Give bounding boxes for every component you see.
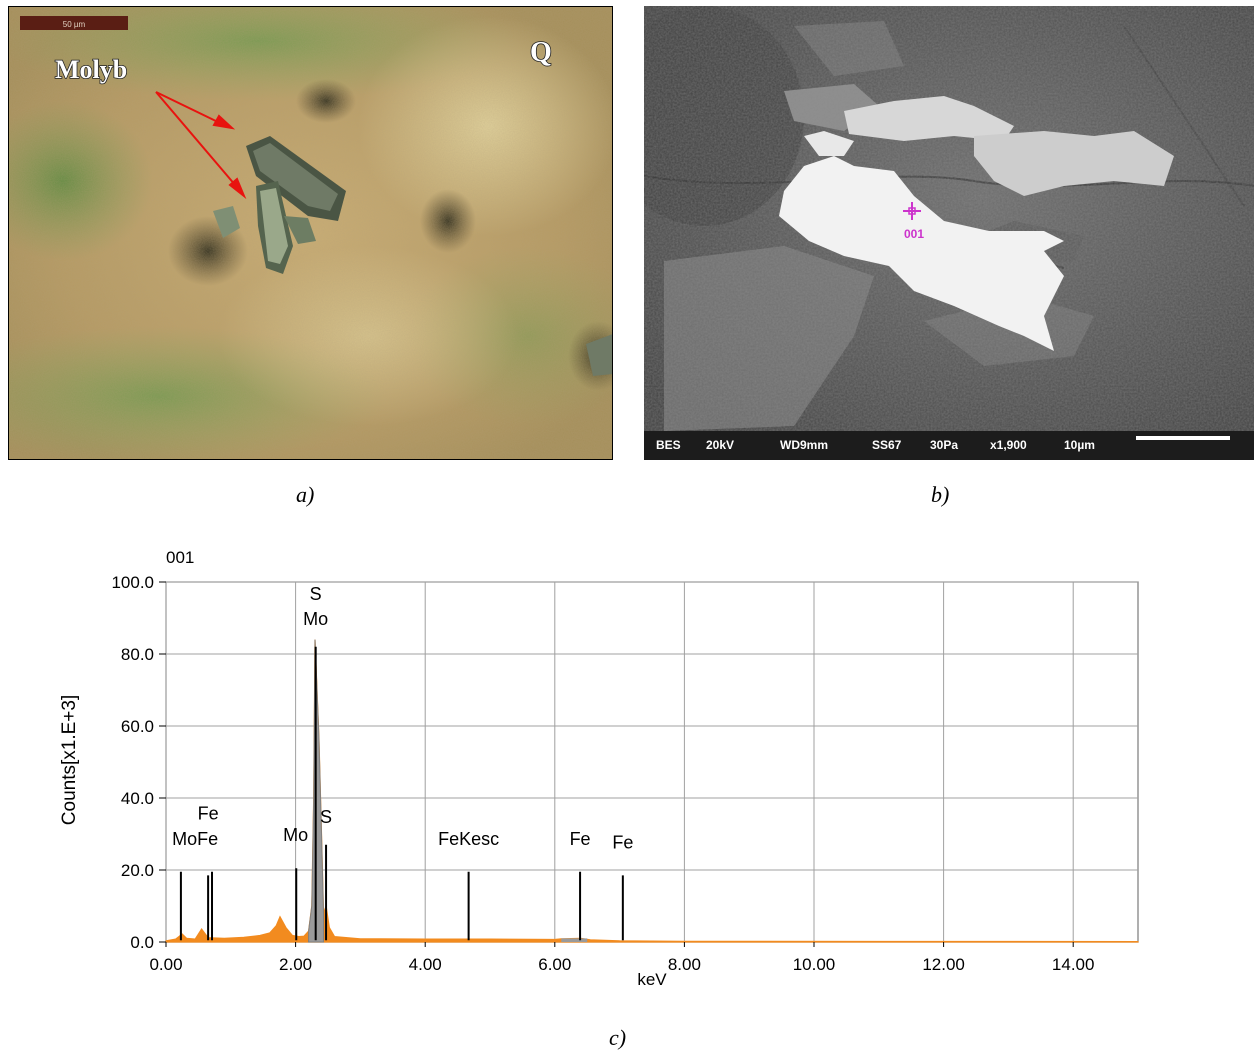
info-scale: 10µm — [1064, 438, 1095, 452]
sem-image: 001 BES 20kV WD9mm SS67 30Pa x1,900 10µm — [604, 6, 1254, 460]
scale-bar-label: 50 µm — [63, 20, 86, 29]
info-working-distance: WD9mm — [780, 438, 828, 452]
y-tick-label: 0.0 — [130, 933, 154, 952]
x-tick-label: 10.00 — [793, 955, 836, 974]
analysis-point-label: 001 — [904, 227, 924, 241]
y-tick-label: 20.0 — [121, 861, 154, 880]
molybdenite-phase — [779, 96, 1174, 351]
x-tick-label: 4.00 — [409, 955, 442, 974]
x-tick-label: 12.00 — [922, 955, 965, 974]
molybdenite-grains — [213, 136, 613, 376]
y-tick-label: 60.0 — [121, 717, 154, 736]
info-magnification: x1,900 — [990, 438, 1027, 452]
optical-micrograph: 50 µm Molyb Q — [0, 0, 648, 466]
peak-annotation: MoFe — [172, 829, 218, 849]
chart-title: 001 — [166, 548, 194, 567]
y-tick-label: 40.0 — [121, 789, 154, 808]
peak-annotation: Fe — [570, 829, 591, 849]
caption-a: a) — [296, 482, 315, 507]
analysis-point-marker — [903, 202, 921, 220]
x-tick-label: 8.00 — [668, 955, 701, 974]
sem-info-bar — [644, 431, 1254, 460]
fe-peak-region — [561, 938, 588, 942]
x-tick-label: 0.00 — [149, 955, 182, 974]
x-tick-label: 6.00 — [538, 955, 571, 974]
info-voltage: 20kV — [706, 438, 734, 452]
quartz-label: Q — [530, 37, 552, 68]
eds-spectrum-svg: 001 0.00 2.00 4.00 6.00 8.00 10.00 12.00 14.00 0… — [59, 548, 1139, 989]
peak-annotation: Mo — [303, 609, 328, 629]
y-tick-label: 80.0 — [121, 645, 154, 664]
info-pressure: 30Pa — [930, 438, 958, 452]
x-axis-label: keV — [637, 970, 667, 989]
mineral-label: Molyb — [55, 55, 127, 84]
x-tick-label: 2.00 — [279, 955, 312, 974]
arrows — [155, 91, 247, 200]
peak-annotation: S — [310, 584, 322, 604]
info-detector: BES — [656, 438, 681, 452]
info-spot-size: SS67 — [872, 438, 902, 452]
caption-b: b) — [931, 482, 950, 507]
caption-c: c) — [609, 1025, 627, 1050]
y-tick-label: 100.0 — [111, 573, 154, 592]
peak-annotation: S — [320, 807, 332, 827]
peak-annotation: Fe — [198, 804, 219, 824]
peak-annotation: FeKesc — [438, 829, 499, 849]
y-axis-label: Counts[x1.E+3] — [59, 695, 80, 825]
x-tick-label: 14.00 — [1052, 955, 1095, 974]
optical-micrograph-image: 50 µm Molyb Q — [0, 0, 648, 466]
sem-scale-bar — [1136, 436, 1230, 440]
eds-spectrum-chart: 001 0.00 2.00 4.00 6.00 8.00 10.00 12.00 14.00 0… — [0, 540, 1254, 1054]
sem-image-graphic: 001 BES 20kV WD9mm SS67 30Pa x1,900 10µm — [604, 6, 1254, 460]
peak-annotation: Fe — [612, 832, 633, 852]
scale-bar — [20, 16, 128, 30]
peak-annotation: Mo — [283, 825, 308, 845]
